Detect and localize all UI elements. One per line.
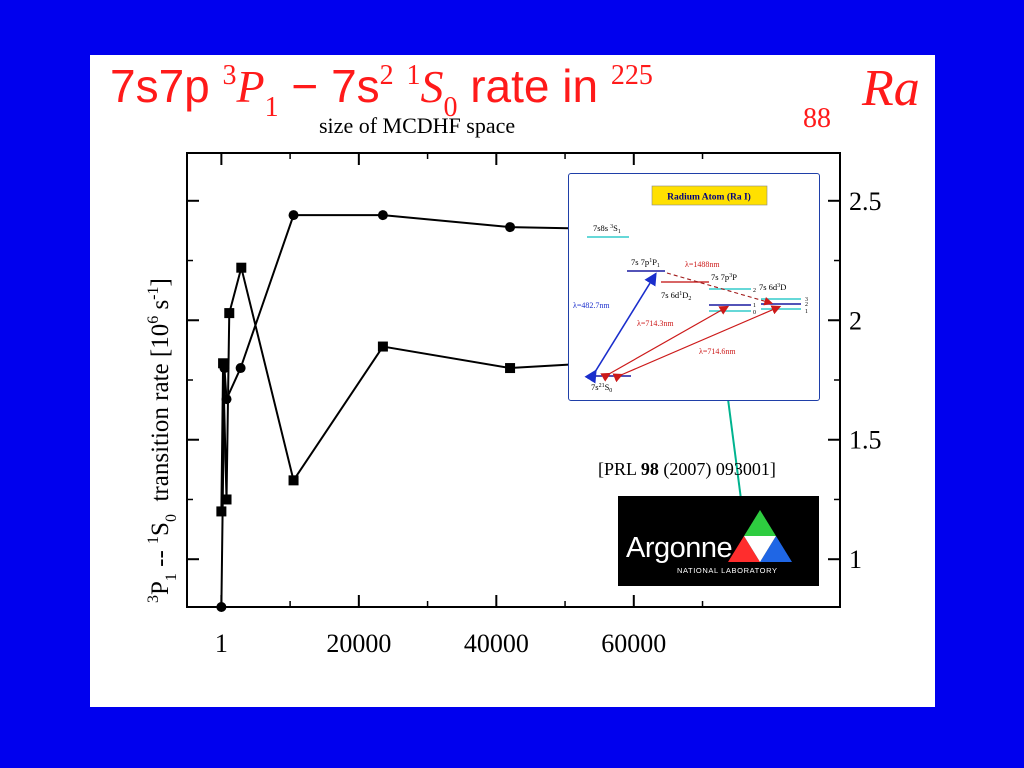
level-7s8s-label: 7s8s 3S1 <box>593 223 621 235</box>
slide-panel: 7s7p 3P1 − 7s2 1S0 rate in 225 88 Ra siz… <box>90 55 935 707</box>
ylabel-p: P <box>147 581 174 595</box>
series-1-point <box>288 210 299 221</box>
title-s-subscript: 0 <box>443 92 458 123</box>
x-tick-label: 1 <box>215 629 228 658</box>
citation: [PRL 98 (2007) 093001] <box>598 459 776 480</box>
title-p-multiplicity: 3 <box>222 60 237 91</box>
level-ground-label: 7s21S0 <box>591 382 612 394</box>
x-tick-label: 20000 <box>326 629 391 658</box>
ylabel-unit-exponent: -1 <box>145 286 162 299</box>
series-1-point <box>216 602 227 612</box>
inset-title-box <box>651 185 768 206</box>
level-7s6d-1d2-label: 7s 6d1D2 <box>661 290 691 302</box>
series-2-point <box>224 308 235 319</box>
title-p-subscript: 1 <box>264 92 279 123</box>
title-atomic-number: 88 <box>803 103 831 134</box>
title-p-letter: P <box>236 61 265 112</box>
series-2-point <box>377 341 388 352</box>
wavelength-482: λ=482.7nm <box>573 301 610 310</box>
ylabel-p-subscript: 1 <box>163 573 180 581</box>
title-rate-text: rate in <box>457 60 611 112</box>
series-line-1 <box>220 214 634 608</box>
arrow-714-3nm <box>600 305 730 382</box>
citation-volume: 98 <box>640 459 659 479</box>
j-label-p0: 0 <box>753 310 756 316</box>
arrow-714-6nm <box>612 305 782 383</box>
argonne-name: Argonne <box>626 532 733 564</box>
chart-title: size of MCDHF space <box>319 113 515 138</box>
argonne-logo: Argonne NATIONAL LABORATORY <box>618 496 819 586</box>
ylabel-close: ] <box>147 278 174 286</box>
series-2-point <box>236 262 247 273</box>
series-1-point <box>505 222 516 233</box>
j-label-d2: 2 <box>805 302 808 308</box>
level-7s6d-3d-label: 7s 6d3D <box>759 282 786 292</box>
chart: size of MCDHF space 1 20000 40000 60000 1 1.5… <box>145 113 882 658</box>
title-configuration: 7s7p <box>110 60 223 112</box>
ylabel-exponent: 6 <box>145 316 162 324</box>
ylabel-unit: s <box>147 300 174 316</box>
title-s-letter: S <box>420 61 444 112</box>
title-s-superscript: 2 <box>379 60 394 91</box>
wavelength-714-3: λ=714.3nm <box>637 319 674 328</box>
y-tick-label: 1.5 <box>849 426 882 455</box>
j-label-d1: 1 <box>805 309 808 315</box>
series-1-point <box>235 363 246 374</box>
title-element: Ra <box>862 60 920 117</box>
inset-pointer-line <box>727 398 743 508</box>
slide-title: 7s7p 3P1 − 7s2 1S0 rate in 225 88 Ra <box>110 59 930 139</box>
ylabel-text: transition rate [10 <box>147 324 174 514</box>
level-7s7p-1p1-label: 7s 7p1P1 <box>631 257 660 269</box>
inset-title: Radium Atom (Ra I) <box>667 192 751 203</box>
argonne-triangle-icon <box>728 510 792 562</box>
series-1-point <box>221 394 232 405</box>
j-label-p2: 2 <box>753 288 756 294</box>
series-2-point <box>505 363 516 374</box>
series-2-point <box>218 358 229 369</box>
wavelength-714-6: λ=714.6nm <box>699 347 736 356</box>
title-s-multiplicity: 1 <box>406 60 421 91</box>
citation-details: (2007) 093001] <box>658 459 776 479</box>
ylabel-dashes: -- <box>147 544 174 573</box>
series-2-point <box>221 494 232 505</box>
y-tick-label: 2.5 <box>849 187 882 216</box>
title-dash: − 7s <box>278 60 380 112</box>
wavelength-1488: λ=1488nm <box>685 260 720 269</box>
x-tick-label: 40000 <box>464 629 529 658</box>
citation-journal: [PRL <box>598 459 641 479</box>
svg-text:3P1 -- 1S0 transition rate [1: 3P1 -- 1S0 transition rate [106 s-1] <box>145 278 180 603</box>
energy-level-inset: Radium Atom (Ra I) 7s8s 3S1 7s 7p1P1 7s 7… <box>568 173 820 401</box>
ylabel-s-multiplicity: 1 <box>145 536 162 544</box>
j-label-p1: 1 <box>753 303 756 309</box>
ylabel-s-subscript: 0 <box>163 514 180 522</box>
ylabel-p-multiplicity: 3 <box>145 595 162 603</box>
y-axis-label: 3P1 -- 1S0 transition rate [106 s-1] <box>145 278 180 603</box>
argonne-subtitle: NATIONAL LABORATORY <box>677 566 778 575</box>
y-tick-label: 1 <box>849 545 862 574</box>
series-1-point <box>377 210 388 221</box>
y-tick-label: 2 <box>849 306 862 335</box>
title-mass-number: 225 <box>610 60 653 91</box>
series-2-point <box>288 475 299 486</box>
level-7s7p-3p-label: 7s 7p3P <box>711 272 737 282</box>
x-tick-label: 60000 <box>601 629 666 658</box>
ylabel-s: S <box>147 522 174 536</box>
series-2-point <box>216 506 227 517</box>
j-label-d3: 3 <box>805 297 808 303</box>
